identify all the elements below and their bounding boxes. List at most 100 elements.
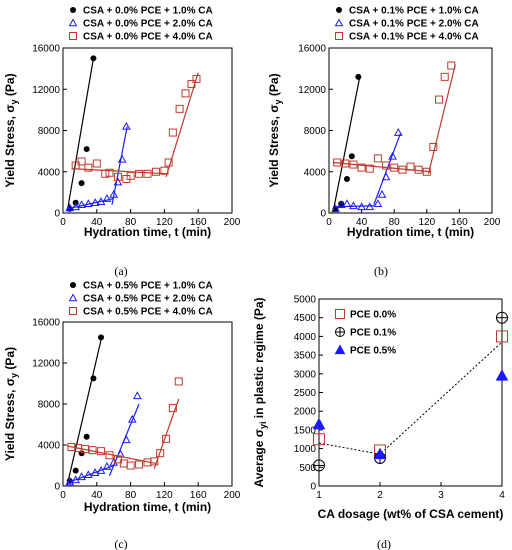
legend-marker-a-0 — [70, 7, 76, 13]
data-point-a-1 — [90, 198, 100, 206]
data-point-b-2 — [447, 61, 456, 70]
legend-label-d-2: PCE 0.5% — [350, 346, 396, 357]
caption-c: (c) — [114, 537, 127, 550]
x-tick-label-b: 0 — [326, 217, 332, 228]
y-tick-label-d: 4000 — [294, 332, 317, 343]
plot-frame-a — [62, 47, 233, 214]
data-point-c-2 — [105, 451, 114, 460]
data-point-b-2 — [414, 165, 423, 174]
y-axis-label-tail: (Pa) — [267, 73, 281, 99]
data-point-a-2 — [126, 171, 135, 180]
data-point-b-1 — [357, 202, 366, 211]
data-point-a-2 — [181, 89, 190, 98]
y-tick-label-a: 0 — [54, 209, 60, 220]
data-point-b-2 — [440, 72, 449, 81]
data-point-a-1 — [77, 200, 86, 209]
data-point-a-0 — [78, 180, 85, 187]
x-tick-label-c: 0 — [60, 490, 66, 501]
caption-d: (d) — [377, 537, 391, 550]
y-tick-label-c: 0 — [54, 482, 60, 493]
x-tick-label-b: 200 — [484, 217, 501, 228]
x-tick-label-b: 40 — [356, 217, 368, 228]
data-point-b-2 — [333, 158, 342, 167]
fit-line-a-0 — [66, 58, 95, 212]
y-tick-label-c: 4000 — [38, 441, 61, 452]
legend-marker-d-1 — [335, 327, 345, 337]
data-point-d-2 — [495, 369, 509, 381]
x-tick-label-a: 80 — [125, 217, 137, 228]
data-point-b-0 — [343, 175, 350, 182]
y-tick-label-b: 0 — [320, 209, 326, 220]
x-axis-label-a: Hydration time, t (min) — [84, 225, 211, 239]
legend-label-c-1: CSA + 0.5% PCE + 2.0% CA — [83, 294, 213, 305]
plot-frame-d — [318, 298, 503, 487]
data-point-c-1 — [90, 468, 100, 476]
legend-label-d-0: PCE 0.0% — [350, 310, 396, 321]
fit-line-a-2 — [165, 72, 199, 178]
data-point-a-1 — [117, 154, 127, 163]
data-point-b-0 — [355, 73, 362, 80]
data-point-b-1 — [331, 204, 340, 213]
data-point-d-1 — [496, 311, 508, 324]
y-tick-label-d: 3000 — [294, 369, 317, 380]
data-point-a-2 — [175, 104, 184, 113]
legend-marker-d-2 — [334, 344, 346, 355]
legend-marker-c-1 — [68, 293, 78, 302]
y-axis-label-subscript: y — [9, 99, 19, 104]
y-tick-label-d: 0 — [310, 482, 316, 493]
y-axis-label-a: Yield Stress, σy (Pa) — [3, 73, 19, 187]
chart-d: 1 2 3 4 0 500 1000 1500 2000 2500 3000 3500 4000 4500… — [252, 295, 509, 521]
y-tick-label-b: 16000 — [298, 44, 326, 55]
data-point-a-2 — [187, 80, 196, 89]
data-point-d-0 — [496, 330, 508, 343]
legend-marker-c-2 — [69, 307, 77, 315]
data-point-c-1 — [122, 435, 131, 444]
data-point-c-1 — [84, 470, 93, 479]
data-point-b-2 — [341, 159, 350, 168]
data-point-c-2 — [135, 460, 144, 469]
data-point-a-1 — [65, 203, 75, 212]
y-axis-label-subscript: y — [9, 373, 19, 378]
y-tick-label-a: 16000 — [32, 44, 60, 55]
legend-label-c-0: CSA + 0.5% PCE + 1.0% CA — [83, 281, 213, 292]
data-point-b-2 — [373, 154, 382, 163]
chart-c: 0 40 80 120 160 200 0 4000 8000 12000 16000 Hydrati… — [3, 281, 241, 515]
x-tick-label-c: 120 — [156, 490, 173, 501]
data-point-c-1 — [109, 457, 119, 466]
data-point-a-2 — [135, 169, 144, 178]
chart-b: 0 40 80 120 160 200 0 4000 8000 12000 16000 Hydrati… — [267, 6, 501, 240]
legend-label-a-2: CSA + 0.0% PCE + 4.0% CA — [83, 32, 213, 43]
y-tick-label-a: 8000 — [38, 126, 61, 137]
y-tick-label-b: 12000 — [298, 85, 326, 96]
legend-marker-b-1 — [334, 18, 344, 27]
x-axis-label-d: CA dosage (wt% of CSA cement) — [318, 507, 504, 521]
fit-line-c-0 — [66, 336, 103, 486]
data-point-a-0 — [90, 55, 97, 62]
y-tick-label-d: 2500 — [294, 388, 317, 399]
data-point-c-1 — [71, 475, 81, 484]
y-tick-label-d: 3500 — [294, 351, 317, 362]
data-point-a-2 — [92, 159, 101, 168]
data-point-a-1 — [84, 199, 93, 208]
data-point-c-0 — [72, 467, 79, 474]
legend-marker-a-1 — [68, 18, 78, 27]
legend-label-d-1: PCE 0.1% — [350, 328, 396, 339]
x-tick-label-d: 4 — [499, 490, 505, 501]
data-point-c-2 — [126, 461, 135, 470]
x-axis-label-c: Hydration time, t (min) — [84, 500, 211, 514]
y-axis-label-d: Average σyi in plastic regime (Pa) — [252, 297, 268, 487]
y-tick-label-b: 4000 — [304, 167, 327, 178]
data-point-c-1 — [65, 477, 75, 486]
data-point-b-1 — [373, 199, 383, 208]
data-point-b-2 — [365, 164, 374, 173]
data-point-c-0 — [83, 433, 90, 440]
data-point-c-2 — [80, 445, 89, 454]
data-point-c-0 — [98, 334, 105, 341]
data-point-c-1 — [133, 391, 142, 400]
data-point-c-1 — [96, 466, 106, 474]
data-point-b-1 — [342, 199, 352, 208]
x-tick-label-c: 40 — [91, 490, 103, 501]
data-point-b-2 — [390, 163, 399, 172]
x-tick-label-a: 160 — [190, 217, 207, 228]
data-point-a-2 — [77, 157, 86, 166]
